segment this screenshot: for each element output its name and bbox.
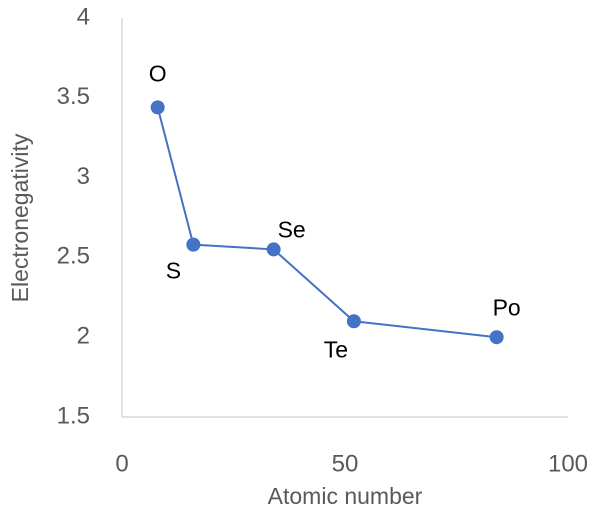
data-point: [489, 330, 504, 345]
x-tick-label: 50: [332, 450, 359, 477]
x-tick-label: 100: [548, 450, 588, 477]
x-axis-title: Atomic number: [268, 483, 423, 509]
data-point: [346, 314, 361, 329]
series-line: [156, 107, 497, 339]
x-tick-label: 0: [115, 450, 128, 477]
y-tick-label: 4: [77, 3, 90, 30]
data-point: [186, 237, 201, 252]
y-tick-label: 3: [77, 163, 90, 190]
data-point: [150, 100, 165, 115]
point-label: O: [149, 60, 167, 86]
y-axis-title: Electronegativity: [7, 133, 33, 302]
y-tick-label: 2: [77, 323, 90, 350]
y-tick-label: 2.5: [57, 243, 90, 270]
y-tick-label: 3.5: [57, 83, 90, 110]
point-label: Po: [493, 294, 521, 320]
point-label: Se: [278, 216, 306, 242]
point-label: S: [166, 258, 181, 284]
y-tick-label: 1.5: [57, 402, 90, 429]
data-point: [266, 242, 281, 257]
point-label: Te: [324, 336, 348, 362]
